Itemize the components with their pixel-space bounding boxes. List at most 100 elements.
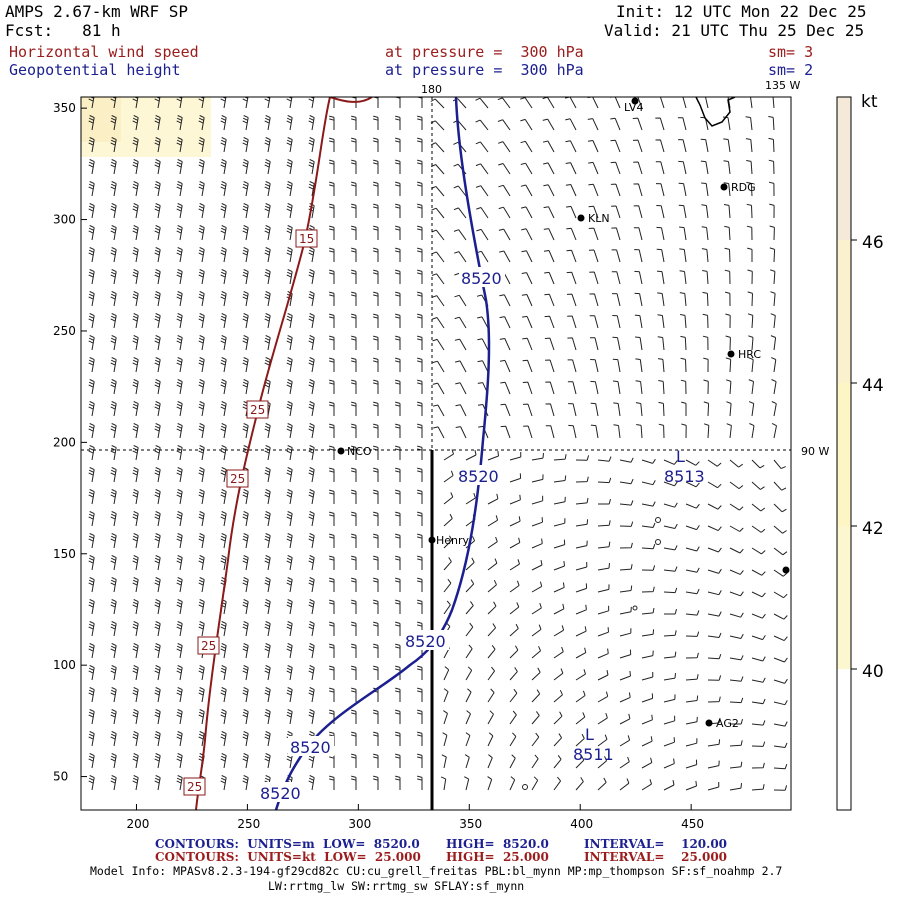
wind-barb xyxy=(417,731,423,746)
wind-barb xyxy=(465,622,474,637)
wind-barb xyxy=(417,137,423,152)
wind-barb xyxy=(751,762,765,769)
wind-barb xyxy=(88,555,95,571)
wind-barb xyxy=(553,560,565,571)
wind-barb xyxy=(544,315,555,329)
wind-barb xyxy=(176,115,183,131)
wind-barb xyxy=(487,776,493,791)
wind-barb xyxy=(329,269,335,284)
wind-barb xyxy=(286,665,293,681)
wind-barb xyxy=(575,647,587,659)
wind-barb xyxy=(373,291,379,306)
wind-barb xyxy=(220,335,227,351)
wind-barb xyxy=(565,118,577,131)
wind-barb xyxy=(531,495,544,505)
station-dot-ag2 xyxy=(705,719,713,727)
wind-barb xyxy=(521,294,533,307)
wind-barb xyxy=(110,97,117,109)
wind-barb xyxy=(498,141,511,153)
wind-barb xyxy=(679,292,687,307)
wind-barb xyxy=(575,604,587,615)
wind-barb xyxy=(597,648,609,659)
wind-barb xyxy=(198,621,205,637)
wind-barb xyxy=(132,467,139,483)
wind-barb xyxy=(751,459,765,469)
wind-barb xyxy=(589,293,599,307)
wind-barb xyxy=(308,313,315,329)
low-mark: L xyxy=(676,447,685,466)
wind-barb xyxy=(663,758,675,769)
wind-barb xyxy=(454,251,467,263)
wind-barb xyxy=(88,115,95,131)
wind-barb xyxy=(198,247,205,263)
wind-barb xyxy=(88,489,95,505)
wind-barb xyxy=(242,159,249,175)
low-value: 8513 xyxy=(664,467,705,486)
wind-barb xyxy=(454,294,467,307)
wind-barb xyxy=(707,632,722,638)
wind-barb xyxy=(242,357,249,373)
wind-barb xyxy=(264,489,271,505)
wind-barb xyxy=(286,203,293,219)
wind-barb xyxy=(522,381,533,395)
field2-name: Geopotential height xyxy=(9,61,181,79)
wind-barb xyxy=(611,205,621,219)
wind-barb xyxy=(521,228,533,241)
footer-model-info-2: LW:rrtmg_lw SW:rrtmg_sw SFLAY:sf_mynn xyxy=(268,879,525,893)
wind-barb xyxy=(656,270,665,285)
wind-barb xyxy=(110,115,117,131)
wind-barb xyxy=(531,732,540,747)
wind-barb xyxy=(198,599,205,615)
wind-barb xyxy=(88,775,95,791)
colorbar-unit: kt xyxy=(861,92,878,112)
wind-barb xyxy=(729,761,743,769)
wind-barb xyxy=(487,601,497,615)
wind-barb xyxy=(725,313,731,329)
wind-barb xyxy=(395,467,401,482)
wind-barb xyxy=(286,423,293,439)
wind-barb xyxy=(509,494,521,505)
wind-barb xyxy=(110,467,117,483)
wind-barb xyxy=(88,401,95,417)
wind-barb xyxy=(430,164,445,175)
coastline xyxy=(695,97,736,127)
wind-barb xyxy=(685,738,698,747)
wind-barb xyxy=(704,97,709,109)
wind-barb xyxy=(575,540,588,549)
wind-barb xyxy=(264,115,271,131)
wind-barb xyxy=(487,754,493,769)
wind-barb xyxy=(566,271,577,285)
wind-barb xyxy=(88,665,95,681)
wind-barb xyxy=(242,687,249,703)
wind-barb xyxy=(747,291,753,307)
wind-barb xyxy=(220,423,227,439)
wind-barb xyxy=(286,137,293,153)
wind-barb xyxy=(657,314,665,329)
wind-barb xyxy=(641,607,655,615)
wind-barb xyxy=(286,269,293,285)
station-label-rdg: RDG xyxy=(731,181,756,194)
y-tick-label: 100 xyxy=(53,658,76,672)
wind-barb xyxy=(531,624,542,637)
wind-barb xyxy=(707,653,722,660)
wind-barb xyxy=(417,555,423,570)
plot-frame xyxy=(80,96,792,811)
wind-barb xyxy=(220,137,227,153)
wind-barb xyxy=(176,225,183,241)
wind-barb xyxy=(477,360,489,373)
wind-barb xyxy=(88,159,95,175)
wind-barb xyxy=(88,599,95,615)
wind-barb xyxy=(220,291,227,307)
wind-barb xyxy=(286,181,293,197)
wind-barb xyxy=(773,525,787,534)
wind-barb xyxy=(773,742,788,748)
wind-barb xyxy=(773,459,786,470)
wind-barb xyxy=(477,338,489,351)
wind-barb xyxy=(747,269,753,285)
wind-barb xyxy=(612,358,621,373)
forecast-hour: Fcst: 81 h xyxy=(5,21,121,40)
station-label-lv4: LV4 xyxy=(624,101,643,114)
wind-barb xyxy=(132,115,139,131)
wind-barb xyxy=(633,183,643,197)
wind-barb xyxy=(553,475,567,483)
